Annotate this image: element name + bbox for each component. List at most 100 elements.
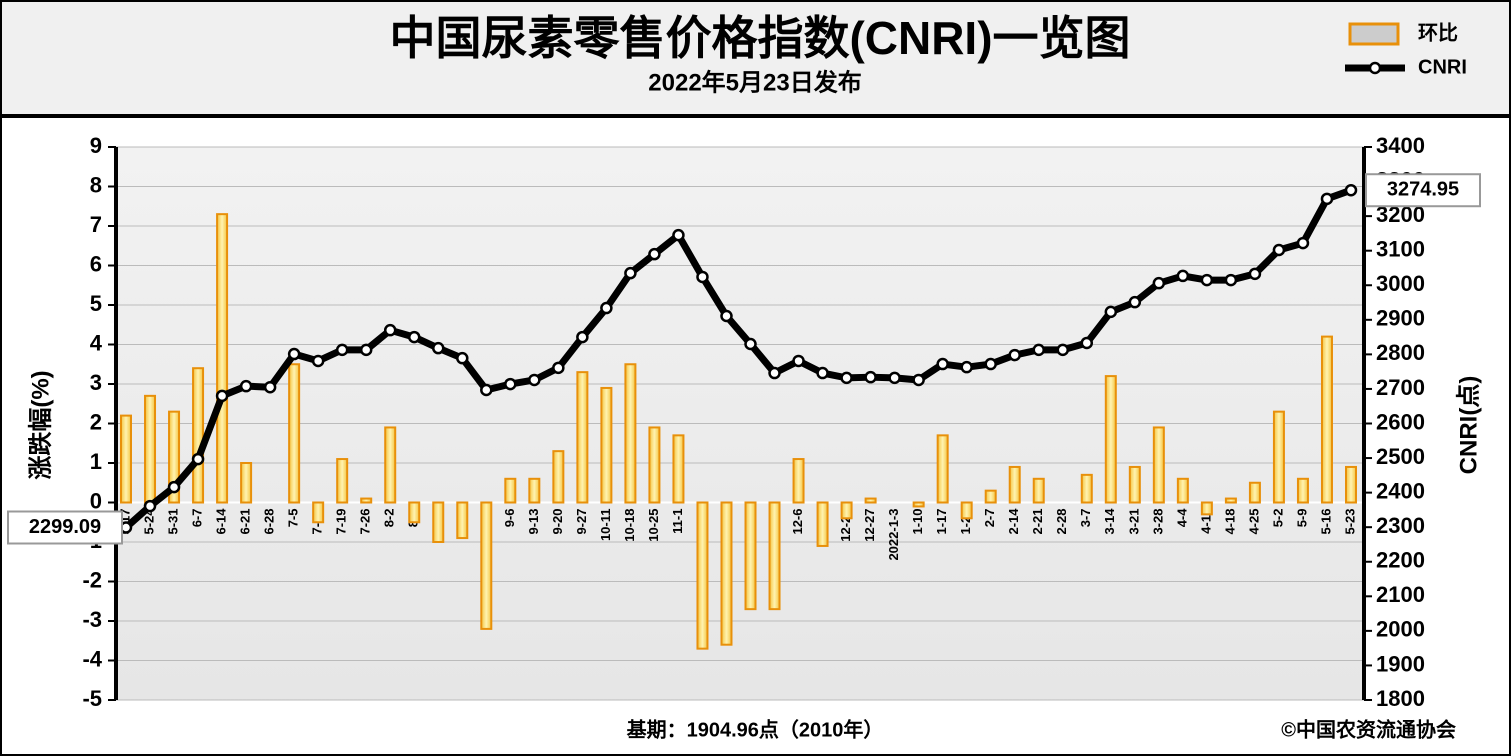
cnri-point <box>1272 243 1286 257</box>
y2-tick-label: 2900 <box>1376 306 1425 331</box>
cnri-point <box>888 371 901 385</box>
y-tick-label: 0 <box>90 488 102 513</box>
y2-tick-label: 2700 <box>1376 375 1425 400</box>
bar <box>240 462 253 504</box>
y2-tick-label: 2500 <box>1376 444 1425 469</box>
x-tick-label: 7-26 <box>358 509 373 535</box>
cnri-point <box>744 337 757 351</box>
x-tick-label: 6-7 <box>189 509 204 528</box>
cnri-point <box>1128 295 1142 309</box>
cnri-point <box>672 228 685 242</box>
cnri-point <box>383 323 397 337</box>
cnri-point <box>984 357 997 371</box>
cnri-point <box>1248 267 1262 281</box>
value-label-box <box>7 510 123 545</box>
cnri-point <box>1200 273 1214 287</box>
y-tick-label: 4 <box>90 330 103 355</box>
x-tick-label: 2-21 <box>1030 509 1045 535</box>
cnri-point <box>456 351 469 365</box>
value-label: 2299.09 <box>29 516 101 538</box>
bar <box>744 501 757 611</box>
y-tick-label: 9 <box>90 133 102 158</box>
y-tick-label: 2 <box>90 409 102 434</box>
x-tick-label: 4-18 <box>1222 509 1237 535</box>
cnri-point <box>1344 183 1358 197</box>
cnri-point <box>816 366 829 380</box>
bar <box>480 501 493 630</box>
x-tick-label: 2022-1-3 <box>886 509 901 561</box>
cnri-point <box>1032 343 1045 357</box>
bar <box>432 501 445 543</box>
cnri-point <box>239 379 253 393</box>
y-tick-label: -2 <box>82 567 102 592</box>
x-tick-label: 6-14 <box>214 508 229 535</box>
y-tick-label: -5 <box>82 686 102 711</box>
x-tick-label: 9-13 <box>526 509 541 535</box>
cnri-point <box>480 383 493 397</box>
x-tick-label: 4-4 <box>1174 508 1189 528</box>
bar <box>360 497 373 504</box>
bar <box>696 501 709 650</box>
bar <box>720 501 733 646</box>
bar <box>312 501 325 524</box>
bar <box>408 501 421 524</box>
bar <box>576 371 589 504</box>
cnri-point <box>263 380 277 394</box>
legend-label: CNRI <box>1418 56 1467 78</box>
bar <box>1152 426 1165 504</box>
cnri-point <box>960 360 973 374</box>
y2-tick-label: 2600 <box>1376 409 1425 434</box>
cnri-point <box>215 389 229 403</box>
cnri-line <box>123 186 1353 531</box>
y-tick-label: 1 <box>90 449 102 474</box>
value-label-box <box>1365 173 1481 208</box>
bar <box>600 386 613 504</box>
cnri-point <box>143 499 157 513</box>
bar <box>168 410 181 504</box>
cnri-point <box>720 309 733 323</box>
footnote: 基期：1904.96点（2010年） <box>627 717 884 741</box>
y2-tick-label: 3100 <box>1376 237 1425 262</box>
y2-tick-label: 1800 <box>1376 686 1425 711</box>
header <box>0 0 1511 116</box>
chart-subtitle: 2022年5月23日发布 <box>648 68 861 96</box>
cnri-point <box>191 452 205 466</box>
value-label: 3274.95 <box>1387 179 1459 201</box>
y2-tick-label: 2300 <box>1376 513 1425 538</box>
bar <box>936 434 949 504</box>
y2-tick-label: 3400 <box>1376 133 1425 158</box>
cnri-point <box>768 366 781 380</box>
x-tick-label: 5-31 <box>165 509 180 535</box>
bar <box>288 363 301 504</box>
cnri-point <box>167 480 181 494</box>
x-tick-label: 7-19 <box>334 509 349 535</box>
x-tick-label: 12-27 <box>862 509 877 542</box>
bar <box>1080 473 1093 504</box>
x-tick-label: 3-21 <box>1126 509 1141 535</box>
x-tick-label: 6-21 <box>238 509 253 535</box>
cnri-point <box>359 343 373 357</box>
x-tick-label: 2-7 <box>982 509 997 528</box>
cnri-point <box>407 330 421 344</box>
y2-tick-label: 1900 <box>1376 651 1425 676</box>
x-tick-label: 10-25 <box>646 509 661 542</box>
bar <box>120 414 132 504</box>
x-tick-label: 5-16 <box>1318 509 1333 535</box>
cnri-point <box>287 347 301 361</box>
y2-axis-title: CNRI(点) <box>1455 376 1482 475</box>
bar <box>192 367 205 504</box>
y-tick-label: 6 <box>90 251 102 276</box>
x-tick-label: 6-28 <box>262 509 277 535</box>
bar <box>792 458 805 504</box>
cnri-point <box>335 343 349 357</box>
bar <box>1345 465 1357 504</box>
bar <box>1128 465 1141 504</box>
bar <box>1224 497 1237 504</box>
bar <box>1296 477 1309 504</box>
y2-tick-label: 2000 <box>1376 617 1425 642</box>
cnri-point <box>311 354 325 368</box>
cnri-point <box>600 301 613 315</box>
bar <box>816 501 829 547</box>
bar <box>1320 335 1333 504</box>
